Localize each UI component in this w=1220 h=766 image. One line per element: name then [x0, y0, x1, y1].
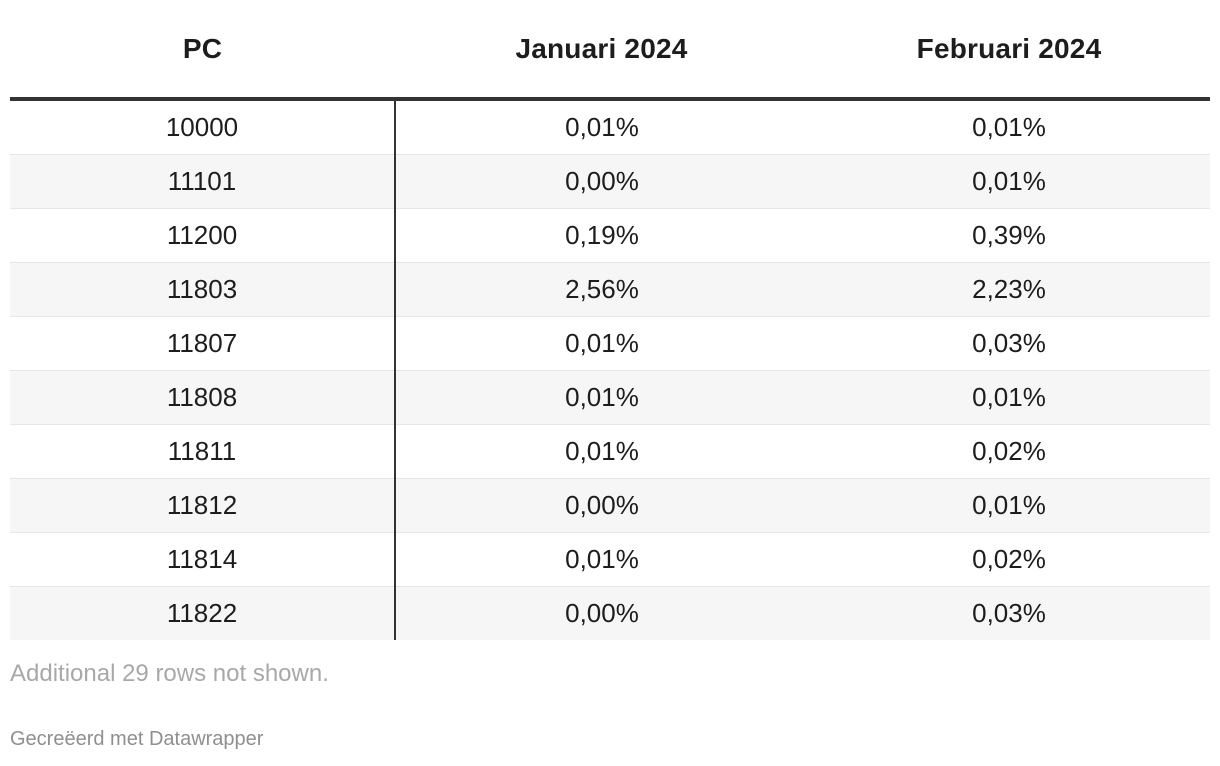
januari-cell: 0,19%: [395, 208, 808, 263]
column-header-januari-2024[interactable]: Januari 2024: [395, 0, 808, 101]
table-row: 11814 0,01% 0,02%: [10, 532, 1210, 587]
pc-cell: 10000: [10, 99, 396, 155]
table-row: 11822 0,00% 0,03%: [10, 586, 1210, 640]
januari-cell: 0,00%: [395, 586, 808, 640]
januari-cell: 2,56%: [395, 262, 808, 317]
table-row: 11807 0,01% 0,03%: [10, 316, 1210, 371]
februari-cell: 0,01%: [808, 370, 1210, 425]
pc-cell: 11808: [10, 370, 396, 425]
datawrapper-table-chart: PC Januari 2024 Februari 2024 10000 0,01…: [10, 0, 1210, 751]
januari-cell: 0,00%: [395, 154, 808, 209]
column-header-februari-2024[interactable]: Februari 2024: [808, 0, 1210, 101]
januari-cell: 0,01%: [395, 99, 808, 155]
februari-cell: 0,01%: [808, 478, 1210, 533]
februari-cell: 0,01%: [808, 154, 1210, 209]
rows-not-shown-note: Additional 29 rows not shown.: [10, 660, 329, 687]
februari-cell: 0,39%: [808, 208, 1210, 263]
februari-cell: 0,02%: [808, 532, 1210, 587]
table-row: 11811 0,01% 0,02%: [10, 424, 1210, 479]
data-table: PC Januari 2024 Februari 2024 10000 0,01…: [10, 0, 1210, 640]
table-row: 10000 0,01% 0,01%: [10, 99, 1210, 155]
table-row: 11803 2,56% 2,23%: [10, 262, 1210, 317]
januari-cell: 0,01%: [395, 532, 808, 587]
pc-cell: 11200: [10, 208, 396, 263]
column-header-pc[interactable]: PC: [10, 0, 395, 101]
pc-cell: 11812: [10, 478, 396, 533]
februari-cell: 0,03%: [808, 586, 1210, 640]
januari-cell: 0,01%: [395, 370, 808, 425]
pc-cell: 11101: [10, 154, 396, 209]
februari-cell: 2,23%: [808, 262, 1210, 317]
header-row: PC Januari 2024 Februari 2024: [10, 0, 1210, 101]
januari-cell: 0,01%: [395, 316, 808, 371]
datawrapper-credit: Gecreëerd met Datawrapper: [10, 728, 264, 750]
januari-cell: 0,01%: [395, 424, 808, 479]
pc-cell: 11811: [10, 424, 396, 479]
pc-cell: 11803: [10, 262, 396, 317]
pc-cell: 11814: [10, 532, 396, 587]
table-row: 11101 0,00% 0,01%: [10, 154, 1210, 209]
januari-cell: 0,00%: [395, 478, 808, 533]
table-row: 11812 0,00% 0,01%: [10, 478, 1210, 533]
pc-cell: 11822: [10, 586, 396, 640]
table-row: 11200 0,19% 0,39%: [10, 208, 1210, 263]
table-row: 11808 0,01% 0,01%: [10, 370, 1210, 425]
pc-cell: 11807: [10, 316, 396, 371]
februari-cell: 0,03%: [808, 316, 1210, 371]
februari-cell: 0,02%: [808, 424, 1210, 479]
februari-cell: 0,01%: [808, 99, 1210, 155]
